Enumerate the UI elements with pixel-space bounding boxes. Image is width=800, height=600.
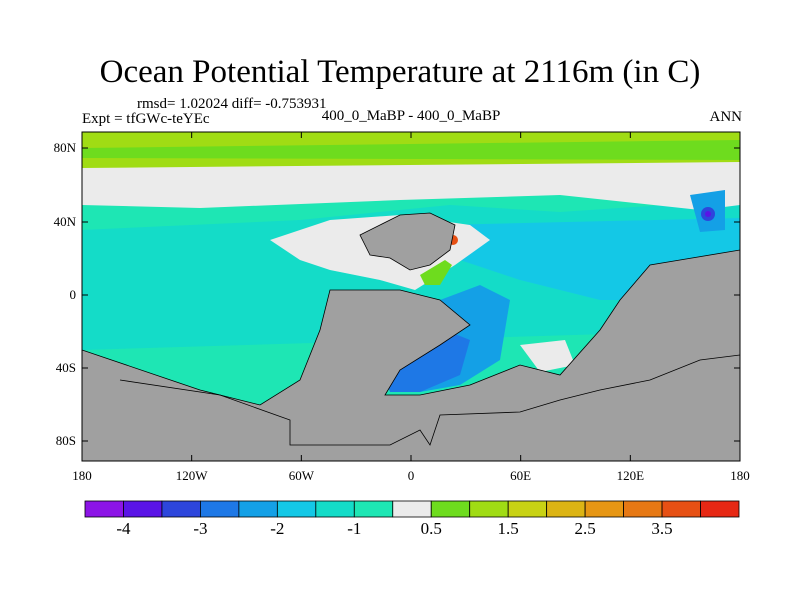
colorbar-tick-label: -1 — [347, 519, 362, 538]
colorbar-swatch — [161, 500, 201, 518]
colorbar — [84, 500, 740, 518]
x-tick-label: 180 — [72, 468, 92, 483]
y-tick-label: 80S — [55, 433, 76, 448]
y-tick-label: 40N — [53, 214, 76, 229]
colorbar-swatch — [238, 500, 278, 518]
colorbar-swatch — [700, 500, 740, 518]
y-tick-label: 0 — [69, 287, 77, 302]
colorbar-tick-label: 0.5 — [420, 519, 442, 538]
y-tick-label: 40S — [55, 360, 76, 375]
colorbar-swatch — [584, 500, 624, 518]
map-field — [82, 132, 740, 461]
x-tick-label: 0 — [407, 468, 415, 483]
coastline-inner — [119, 354, 740, 446]
arctic-band-inner — [82, 140, 740, 160]
near-zero-patch-south — [520, 340, 575, 372]
colorbar-swatch — [315, 500, 355, 518]
x-tick-label: 180 — [730, 468, 750, 483]
x-tick-label: 120W — [175, 468, 208, 483]
colorbar-tick-label: 2.5 — [574, 519, 596, 538]
colorbar-swatch — [353, 500, 394, 518]
experiment-label: Expt = tfGWc-teYEc — [82, 111, 210, 127]
x-tick-label: 120E — [616, 468, 645, 483]
colorbar-tick-label: 1.5 — [497, 519, 519, 538]
y-tick-label: 80N — [53, 140, 76, 155]
near-zero-band — [82, 162, 740, 210]
land-south — [82, 249, 740, 461]
colorbar-swatch — [661, 500, 701, 518]
colorbar-tick-label: -3 — [193, 519, 208, 538]
colorbar-swatch — [546, 500, 586, 518]
axis-ticks — [81, 132, 741, 461]
colorbar-tick-label: -2 — [270, 519, 285, 538]
subtitle-label: 400_0_MaBP - 400_0_MaBP — [321, 108, 501, 124]
north-pacific-cold-center — [705, 211, 711, 217]
colorbar-swatch — [123, 500, 163, 518]
x-tick-label: 60E — [510, 468, 532, 483]
colorbar-swatch — [623, 500, 663, 518]
colorbar-swatch — [430, 500, 471, 518]
colorbar-tick-label: 3.5 — [651, 519, 673, 538]
colorbar-swatch — [200, 500, 240, 518]
land-north — [359, 212, 456, 271]
x-tick-label: 60W — [288, 468, 314, 483]
plot-title: Ocean Potential Temperature at 2116m (in… — [99, 54, 701, 90]
warm-anomaly — [420, 260, 452, 285]
colorbar-swatch — [84, 500, 124, 518]
colorbar-swatch — [276, 500, 317, 518]
season-label: ANN — [709, 109, 743, 125]
stats-label: rmsd= 1.02024 diff= -0.753931 — [137, 96, 327, 112]
cold-anomaly — [385, 330, 470, 392]
colorbar-tick-label: -4 — [116, 519, 131, 538]
colorbar-swatch — [507, 500, 548, 518]
colorbar-swatch — [469, 500, 509, 518]
colorbar-swatch — [392, 500, 432, 518]
